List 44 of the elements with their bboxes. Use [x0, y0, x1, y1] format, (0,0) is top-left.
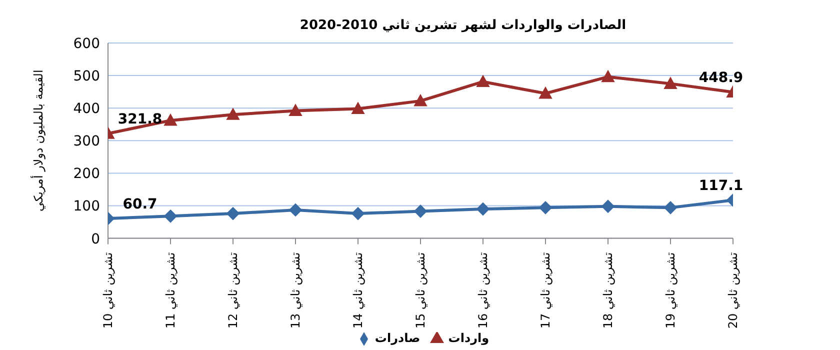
- chart-title: الصادرات والواردات لشهر تشرين ثاني 2010-2020: [298, 18, 628, 33]
- x-tick-label: تشرين ثاني 19: [664, 252, 678, 329]
- point: [289, 203, 302, 216]
- point: [476, 202, 490, 216]
- y-tick-label: 300: [73, 134, 100, 150]
- point: [602, 70, 614, 82]
- y-tick-label: 400: [73, 101, 100, 118]
- y-tick-label: 500: [73, 68, 100, 85]
- x-tick-label: تشرين ثاني 11: [164, 252, 178, 329]
- x-tick-label: تشرين ثاني 18: [601, 252, 615, 329]
- point: [602, 200, 614, 213]
- point: [352, 207, 364, 220]
- point: [352, 102, 364, 114]
- point: [164, 114, 177, 126]
- data-label: 60.7: [122, 196, 158, 213]
- data-label: 448.9: [698, 70, 744, 86]
- point: [539, 201, 552, 214]
- legend-label: واردات: [448, 331, 490, 346]
- y-tick-label: 600: [73, 36, 100, 52]
- point: [539, 86, 552, 99]
- y-axis-title: القيمة بالمليون دولار أمريكي: [30, 70, 46, 212]
- x-tick-label: تشرين ثاني 10: [101, 252, 115, 329]
- x-tick-label: تشرين ثاني 16: [476, 252, 490, 329]
- point: [664, 201, 677, 214]
- x-tick-label: تشرين ثاني 12: [226, 252, 240, 329]
- point: [664, 77, 677, 89]
- point: [289, 104, 302, 116]
- x-tick-label: تشرين ثاني 15: [414, 252, 428, 329]
- y-tick-label: 200: [73, 166, 100, 182]
- x-tick-label: تشرين ثاني 13: [288, 252, 302, 329]
- legend-label: صادرات: [374, 331, 420, 346]
- point: [164, 210, 177, 223]
- x-tick-label: تشرين ثاني 17: [538, 252, 552, 329]
- point: [476, 75, 490, 88]
- data-label: 321.8: [118, 112, 162, 128]
- data-label: 117.1: [698, 178, 744, 194]
- point: [226, 207, 240, 220]
- point: [414, 204, 427, 218]
- x-tick-label: تشرين ثاني 20: [726, 252, 740, 329]
- y-tick-label: 0: [91, 231, 100, 248]
- point: [226, 108, 240, 120]
- y-tick-label: 100: [73, 198, 100, 215]
- x-tick-label: تشرين ثاني 14: [351, 252, 365, 329]
- point: [414, 94, 427, 106]
